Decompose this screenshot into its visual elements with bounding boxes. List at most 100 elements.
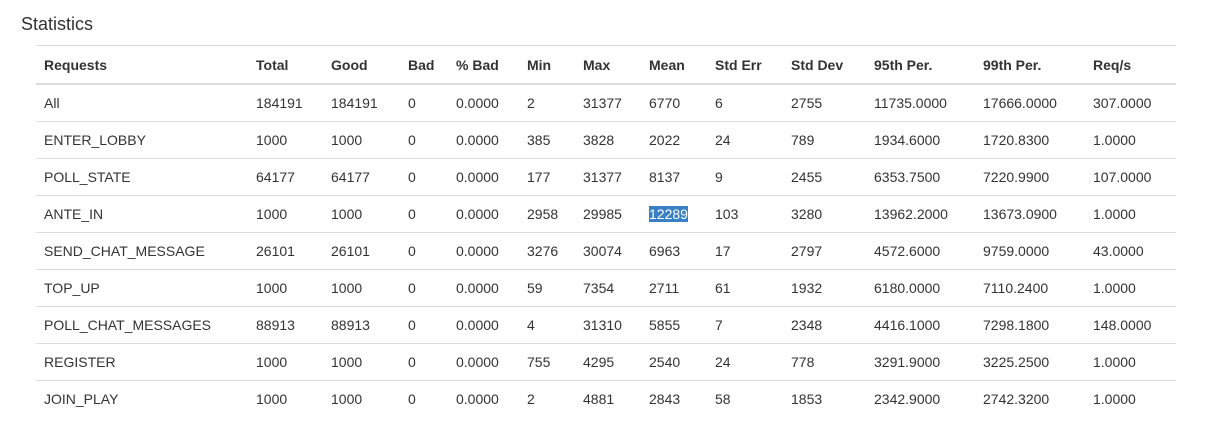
- table-cell-min: 2: [519, 380, 575, 417]
- table-cell-p95: 6353.7500: [866, 158, 975, 196]
- table-row: SEND_CHAT_MESSAGE 26101 26101 0 0.0000 3276 30…: [36, 232, 1176, 270]
- table-cell-min: 4: [519, 306, 575, 344]
- table-cell-req-per-sec: 148.0000: [1085, 306, 1176, 344]
- table-cell-pct-bad: 0.0000: [448, 195, 519, 233]
- table-cell-p99: 17666.0000: [975, 83, 1085, 122]
- table-cell-mean: 6770: [641, 83, 707, 122]
- table-cell-good: 88913: [323, 306, 400, 344]
- table-row: ANTE_IN 1000 1000 0 0.0000 2958 29985 12289 103 3…: [36, 195, 1176, 233]
- table-cell-pct-bad: 0.0000: [448, 343, 519, 381]
- column-header-bad[interactable]: Bad: [400, 45, 448, 85]
- table-cell-pct-bad: 0.0000: [448, 158, 519, 196]
- table-cell-p99: 7298.1800: [975, 306, 1085, 344]
- table-cell-p99: 1720.8300: [975, 121, 1085, 159]
- table-cell-total: 1000: [248, 195, 323, 233]
- table-cell-total: 1000: [248, 269, 323, 307]
- table-cell-max: 31310: [575, 306, 641, 344]
- table-cell-total: 1000: [248, 343, 323, 381]
- table-cell-bad: 0: [400, 158, 448, 196]
- table-cell-std-err: 58: [707, 380, 783, 417]
- table-cell-std-dev: 3280: [783, 195, 866, 233]
- table-cell-req-per-sec: 107.0000: [1085, 158, 1176, 196]
- table-cell-p99: 9759.0000: [975, 232, 1085, 270]
- table-cell-mean: 5855: [641, 306, 707, 344]
- table-cell-good: 1000: [323, 269, 400, 307]
- table-cell-std-dev: 789: [783, 121, 866, 159]
- selected-text: 12289: [649, 206, 688, 222]
- table-cell-bad: 0: [400, 269, 448, 307]
- table-cell-good: 26101: [323, 232, 400, 270]
- table-cell-total: 1000: [248, 380, 323, 417]
- table-cell-good: 184191: [323, 83, 400, 122]
- table-cell-good: 1000: [323, 121, 400, 159]
- table-cell-total: 64177: [248, 158, 323, 196]
- table-cell-min: 2: [519, 83, 575, 122]
- table-cell-min: 755: [519, 343, 575, 381]
- table-cell-std-dev: 1853: [783, 380, 866, 417]
- table-cell-min: 385: [519, 121, 575, 159]
- table-cell-mean: 2711: [641, 269, 707, 307]
- table-cell-p99: 13673.0900: [975, 195, 1085, 233]
- table-cell-good: 64177: [323, 158, 400, 196]
- table-cell-pct-bad: 0.0000: [448, 306, 519, 344]
- table-cell-mean: 12289: [641, 195, 707, 233]
- table-body: All 184191 184191 0 0.0000 2 31377 6770 6 2755 117…: [36, 83, 1176, 417]
- table-row: JOIN_PLAY 1000 1000 0 0.0000 2 4881 2843 58 1853 2…: [36, 380, 1176, 417]
- table-cell-std-err: 24: [707, 121, 783, 159]
- table-cell-std-err: 24: [707, 343, 783, 381]
- page-title: Statistics: [21, 14, 94, 34]
- table-cell-max: 31377: [575, 158, 641, 196]
- table-cell-std-dev: 778: [783, 343, 866, 381]
- table-cell-std-dev: 2797: [783, 232, 866, 270]
- column-header-mean[interactable]: Mean: [641, 45, 707, 85]
- table-cell-p99: 2742.3200: [975, 380, 1085, 417]
- statistics-table: Requests Total Good Bad% Bad Min Max Mean Std E…: [36, 45, 1176, 417]
- table-cell-p95: 3291.9000: [866, 343, 975, 381]
- table-cell-bad: 0: [400, 83, 448, 122]
- table-cell-std-err: 7: [707, 306, 783, 344]
- table-cell-total: 88913: [248, 306, 323, 344]
- table-cell-pct-bad: 0.0000: [448, 269, 519, 307]
- column-header-std-err[interactable]: Std Err: [707, 45, 783, 85]
- table-cell-p95: 11735.0000: [866, 83, 975, 122]
- column-header-p95[interactable]: 95th Per.: [866, 45, 975, 85]
- column-header-req-per-sec[interactable]: Req/s: [1085, 45, 1176, 85]
- table-cell-requests: JOIN_PLAY: [36, 380, 248, 417]
- table-cell-std-dev: 2455: [783, 158, 866, 196]
- table-cell-max: 3828: [575, 121, 641, 159]
- table-cell-max: 4295: [575, 343, 641, 381]
- column-header-max[interactable]: Max: [575, 45, 641, 85]
- table-row: POLL_CHAT_MESSAGES 88913 88913 0 0.0000 4 3131…: [36, 306, 1176, 344]
- table-cell-mean: 2540: [641, 343, 707, 381]
- table-cell-min: 59: [519, 269, 575, 307]
- table-cell-total: 26101: [248, 232, 323, 270]
- table-cell-bad: 0: [400, 195, 448, 233]
- table-cell-requests: SEND_CHAT_MESSAGE: [36, 232, 248, 270]
- table-cell-max: 29985: [575, 195, 641, 233]
- table-cell-requests: POLL_CHAT_MESSAGES: [36, 306, 248, 344]
- table-cell-max: 4881: [575, 380, 641, 417]
- table-cell-requests: All: [36, 83, 248, 122]
- table-cell-bad: 0: [400, 121, 448, 159]
- table-cell-min: 2958: [519, 195, 575, 233]
- table-cell-p95: 4572.6000: [866, 232, 975, 270]
- table-header: Requests Total Good Bad% Bad Min Max Mean Std E…: [36, 45, 1176, 85]
- table-cell-max: 7354: [575, 269, 641, 307]
- column-header-good[interactable]: Good: [323, 45, 400, 85]
- table-row: POLL_STATE 64177 64177 0 0.0000 177 31377 8137 9…: [36, 158, 1176, 196]
- table-cell-p95: 13962.2000: [866, 195, 975, 233]
- table-cell-bad: 0: [400, 343, 448, 381]
- table-cell-req-per-sec: 1.0000: [1085, 195, 1176, 233]
- table-cell-p95: 1934.6000: [866, 121, 975, 159]
- header-row: Requests Total Good Bad% Bad Min Max Mean Std E…: [36, 45, 1176, 85]
- column-header-pct-bad[interactable]: % Bad: [448, 45, 519, 85]
- column-header-p99[interactable]: 99th Per.: [975, 45, 1085, 85]
- table-cell-total: 184191: [248, 83, 323, 122]
- column-header-std-dev[interactable]: Std Dev: [783, 45, 866, 85]
- table-cell-mean: 6963: [641, 232, 707, 270]
- table-cell-bad: 0: [400, 306, 448, 344]
- column-header-total[interactable]: Total: [248, 45, 323, 85]
- column-header-requests[interactable]: Requests: [36, 45, 248, 85]
- column-header-min[interactable]: Min: [519, 45, 575, 85]
- table-row: All 184191 184191 0 0.0000 2 31377 6770 6 2755 117…: [36, 83, 1176, 122]
